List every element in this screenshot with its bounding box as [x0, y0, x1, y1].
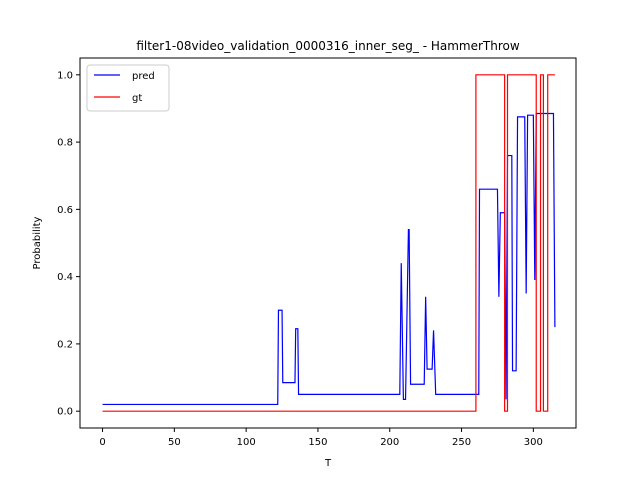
legend-label-pred: pred — [132, 71, 155, 82]
series-line-pred — [102, 112, 556, 406]
x-tick-label: 50 — [168, 437, 181, 448]
y-tick-label: 0.4 — [57, 272, 73, 283]
y-tick-label: 0.8 — [57, 138, 73, 149]
x-tick-label: 100 — [237, 437, 256, 448]
x-tick-label: 150 — [308, 437, 327, 448]
x-tick-label: 200 — [380, 437, 399, 448]
legend-label-gt: gt — [132, 93, 142, 104]
y-tick-label: 0.6 — [57, 205, 73, 216]
y-axis-ticks: 0.0 0.2 0.4 0.6 0.8 1.0 — [57, 70, 80, 418]
x-tick-label: 300 — [524, 437, 543, 448]
y-axis-label: Probability — [32, 216, 43, 269]
y-tick-label: 0.2 — [57, 339, 73, 350]
plot-lines — [102, 74, 556, 412]
y-tick-label: 1.0 — [57, 70, 73, 81]
x-tick-label: 250 — [452, 437, 471, 448]
legend-box — [86, 64, 170, 112]
chart-title: filter1-08video_validation_0000316_inner… — [136, 39, 520, 53]
series-line-gt — [102, 74, 555, 412]
x-tick-label: 0 — [99, 437, 105, 448]
x-axis-label: T — [324, 458, 332, 469]
legend: pred gt — [86, 64, 170, 112]
plot-frame — [79, 57, 577, 429]
y-tick-label: 0.0 — [57, 407, 73, 418]
x-axis-ticks: 0 50 100 150 200 250 300 — [99, 428, 543, 448]
